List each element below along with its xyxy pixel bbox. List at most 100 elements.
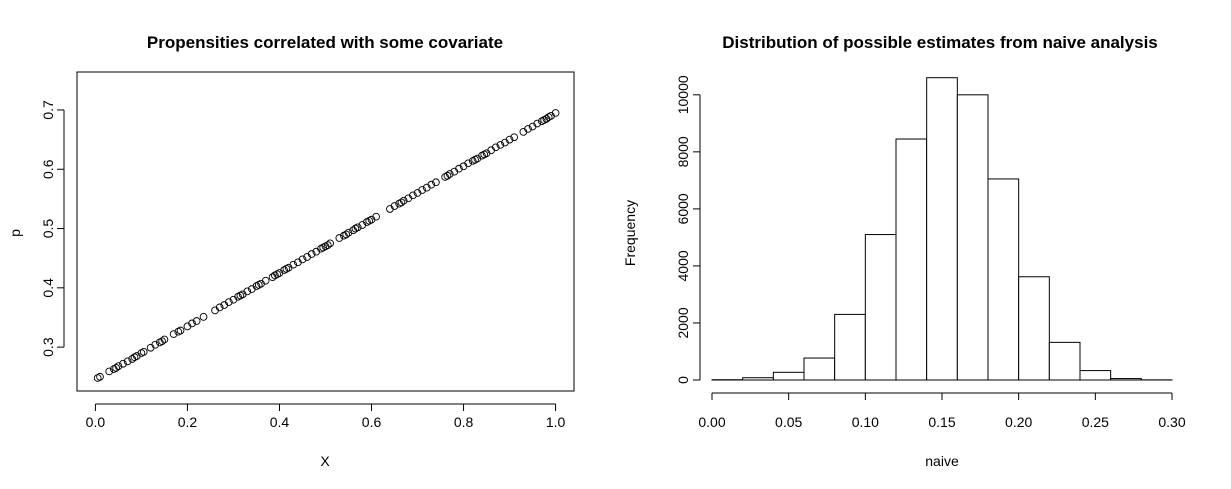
histogram-bar xyxy=(742,377,774,381)
histogram-bar xyxy=(1048,341,1081,381)
scatter-point xyxy=(353,223,362,232)
histogram-x-tick-label: 0.00 xyxy=(698,414,725,430)
histogram-bar xyxy=(1079,370,1112,381)
scatter-point xyxy=(123,357,132,366)
scatter-point xyxy=(199,313,208,321)
scatter-point xyxy=(342,230,351,239)
scatter-point xyxy=(169,330,178,338)
scatter-point xyxy=(119,359,127,368)
scatter-x-tick-label: 0.2 xyxy=(178,414,198,430)
histogram-y-tick-label: 4000 xyxy=(675,250,691,281)
scatter-point xyxy=(105,367,114,376)
scatter-x-tick-label: 0.8 xyxy=(454,414,474,430)
scatter-y-label: p xyxy=(7,229,23,237)
scatter-point xyxy=(215,303,224,312)
histogram-x-label: naive xyxy=(925,453,959,469)
histogram-x-tick-label: 0.15 xyxy=(928,414,955,430)
histogram-panel: Distribution of possible estimates from … xyxy=(622,33,1186,469)
histogram-y-tick-label: 10000 xyxy=(675,75,691,114)
scatter-point xyxy=(298,255,307,264)
histogram-bar xyxy=(926,77,958,381)
scatter-point xyxy=(390,202,399,210)
histogram-y-tick-label: 0 xyxy=(675,376,691,384)
scatter-y-tick-label: 0.5 xyxy=(40,219,56,239)
histogram-y-axis: 0 2000 4000 6000 8000 10000 xyxy=(675,75,701,384)
scatter-point xyxy=(261,276,270,285)
scatter-point xyxy=(505,135,514,144)
scatter-point xyxy=(335,234,344,242)
scatter-point xyxy=(307,250,316,258)
scatter-point xyxy=(510,133,519,142)
histogram-bars xyxy=(711,77,1173,381)
scatter-point xyxy=(289,260,298,269)
scatter-point xyxy=(445,170,454,178)
scatter-point xyxy=(464,159,473,168)
scatter-point xyxy=(192,317,201,325)
scatter-point xyxy=(533,119,542,128)
scatter-y-axis: 0.3 0.4 0.5 0.6 0.7 xyxy=(40,100,65,357)
histogram-bar xyxy=(987,178,1020,381)
histogram-bar xyxy=(956,94,989,381)
scatter-point xyxy=(176,326,185,335)
histogram-bar xyxy=(1110,378,1142,381)
scatter-x-label: X xyxy=(320,453,330,469)
histogram-y-tick-label: 8000 xyxy=(675,136,691,167)
histogram-bar xyxy=(772,371,805,381)
scatter-point xyxy=(443,171,452,180)
histogram-bar xyxy=(834,313,866,381)
histogram-x-tick-label: 0.20 xyxy=(1005,414,1032,430)
scatter-point xyxy=(399,196,408,205)
scatter-point xyxy=(409,191,417,200)
histogram-x-tick-label: 0.30 xyxy=(1158,414,1185,430)
scatter-point xyxy=(397,198,406,207)
histogram-bar xyxy=(1018,276,1050,381)
scatter-point xyxy=(326,239,334,248)
scatter-point xyxy=(432,178,440,187)
scatter-x-tick-label: 0.0 xyxy=(86,414,106,430)
histogram-title: Distribution of possible estimates from … xyxy=(722,33,1158,52)
scatter-point xyxy=(114,362,123,370)
scatter-y-tick-label: 0.4 xyxy=(40,278,56,298)
scatter-point xyxy=(139,348,148,356)
scatter-point xyxy=(418,186,426,194)
histogram-bar xyxy=(803,357,836,381)
scatter-y-tick-label: 0.7 xyxy=(40,100,56,120)
scatter-plot-frame xyxy=(76,71,575,392)
scatter-y-tick-label: 0.3 xyxy=(40,337,56,357)
scatter-title: Propensities correlated with some covari… xyxy=(147,33,503,52)
scatter-x-tick-label: 0.4 xyxy=(270,414,290,430)
scatter-point xyxy=(112,364,120,372)
scatter-point xyxy=(188,319,196,328)
scatter-x-tick-label: 1.0 xyxy=(546,414,566,430)
scatter-point xyxy=(160,335,169,344)
scatter-point xyxy=(225,298,233,306)
histogram-x-axis: 0.00 0.05 0.10 0.15 0.20 0.25 0.30 xyxy=(698,392,1186,430)
scatter-point xyxy=(372,212,380,221)
histogram-x-tick-label: 0.05 xyxy=(775,414,802,430)
scatter-point xyxy=(151,340,160,349)
scatter-panel: Propensities correlated with some covari… xyxy=(7,33,575,469)
scatter-points xyxy=(93,109,560,382)
histogram-bar xyxy=(895,138,928,381)
scatter-point xyxy=(323,241,332,249)
scatter-point xyxy=(427,180,436,189)
histogram-y-tick-label: 2000 xyxy=(675,307,691,338)
scatter-point xyxy=(344,228,353,237)
scatter-point xyxy=(158,337,166,346)
scatter-point xyxy=(455,164,463,173)
histogram-x-tick-label: 0.25 xyxy=(1082,414,1109,430)
scatter-point xyxy=(551,109,560,117)
scatter-point xyxy=(243,287,252,296)
histogram-bar xyxy=(864,234,897,381)
histogram-y-label: Frequency xyxy=(622,200,638,266)
scatter-y-tick-label: 0.6 xyxy=(40,159,56,179)
scatter-x-axis: 0.0 0.2 0.4 0.6 0.8 1.0 xyxy=(86,403,566,430)
scatter-point xyxy=(524,125,532,133)
scatter-point xyxy=(96,372,104,381)
scatter-x-tick-label: 0.6 xyxy=(362,414,382,430)
scatter-point xyxy=(491,143,500,152)
histogram-x-tick-label: 0.10 xyxy=(852,414,879,430)
scatter-point xyxy=(496,141,505,149)
histogram-y-tick-label: 6000 xyxy=(675,193,691,224)
